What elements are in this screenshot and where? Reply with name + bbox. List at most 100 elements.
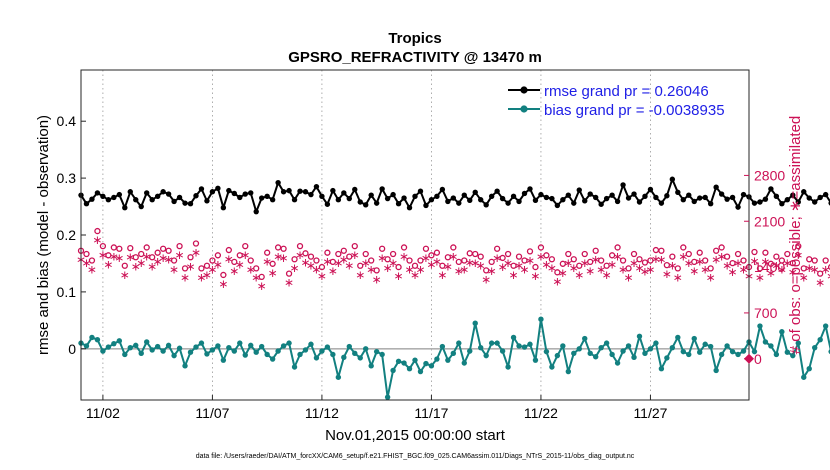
obs-possible-marker <box>570 256 577 263</box>
obs-assimilated-marker: ∗ <box>519 263 529 277</box>
y-tick-label-right: 700 <box>754 305 778 321</box>
rmse-point <box>724 196 730 202</box>
obs-possible-marker <box>598 257 605 264</box>
bias-point <box>434 356 440 362</box>
obs-possible-marker <box>83 250 90 258</box>
obs-possible-marker <box>143 244 150 251</box>
obs-possible-marker <box>99 242 107 250</box>
bias-point <box>286 340 292 346</box>
obs-assimilated-marker: ∗ <box>815 276 825 290</box>
obs-possible-marker <box>318 263 326 271</box>
bias-point <box>105 344 112 350</box>
rmse-point <box>138 203 144 210</box>
x-tick-label: 11/07 <box>195 405 229 421</box>
obs-possible-marker <box>658 247 665 254</box>
rmse-point <box>220 204 227 211</box>
obs-assimilated-marker: ∗ <box>207 263 217 277</box>
rmse-point <box>598 201 604 207</box>
bias-point <box>341 354 347 361</box>
obs-assimilated-marker: ∗ <box>383 261 393 275</box>
x-tick-label: 11/27 <box>633 405 667 421</box>
obs-assimilated-marker: ∗ <box>404 263 414 277</box>
obs-assimilated-marker: ∗ <box>311 263 321 277</box>
obs-possible-marker <box>368 257 375 264</box>
bias-point <box>445 357 451 363</box>
rmse-point <box>313 183 320 190</box>
rmse-point <box>560 197 566 203</box>
rmse-point <box>817 194 823 201</box>
obs-assimilated-marker: ∗ <box>651 252 661 266</box>
obs-possible-marker <box>247 257 254 264</box>
obs-possible-marker <box>411 262 419 269</box>
obs-possible-marker <box>209 257 216 264</box>
obs-assimilated-marker: ∗ <box>503 256 513 270</box>
bias-point <box>171 352 177 359</box>
obs-assimilated-marker: ∗ <box>153 255 163 269</box>
obs-possible-marker <box>537 244 545 251</box>
obs-possible-marker <box>811 257 818 264</box>
obs-possible-marker <box>335 250 342 258</box>
bias-point <box>762 339 769 345</box>
obs-assimilated-marker: ∗ <box>196 270 206 284</box>
bias-point <box>801 374 807 380</box>
rmse-point <box>237 194 243 201</box>
bias-point <box>335 374 342 380</box>
bias-point <box>423 360 429 367</box>
obs-assimilated-marker: ∗ <box>777 263 787 277</box>
obs-possible-marker <box>291 256 298 263</box>
obs-assimilated-marker: ∗ <box>421 251 431 265</box>
bias-point <box>428 363 435 369</box>
obs-assimilated-marker: ∗ <box>613 249 623 263</box>
obs-assimilated-marker: ∗ <box>317 269 327 283</box>
bias-point <box>636 333 643 339</box>
bias-point <box>510 334 517 341</box>
rmse-point <box>669 176 676 182</box>
obs-possible-marker <box>165 247 172 254</box>
obs-assimilated-marker: ∗ <box>574 268 584 282</box>
bias-point <box>144 339 150 345</box>
bias-point <box>461 360 467 366</box>
rmse-point <box>176 194 183 201</box>
obs-assimilated-marker: ∗ <box>284 276 294 290</box>
rmse-point <box>319 193 325 200</box>
bias-point <box>680 348 686 355</box>
bias-point <box>532 357 539 363</box>
bias-point <box>237 340 243 346</box>
obs-assimilated-marker: ∗ <box>377 251 387 265</box>
obs-assimilated-marker: ∗ <box>322 255 332 269</box>
obs-possible-marker <box>592 247 599 254</box>
obs-possible-marker <box>138 250 145 258</box>
rmse-point <box>614 198 621 205</box>
obs-assimilated-marker: ∗ <box>125 250 135 264</box>
bias-point <box>598 344 604 351</box>
bias-point <box>647 346 654 352</box>
obs-possible-marker <box>756 265 764 272</box>
obs-assimilated-marker: ∗ <box>109 249 119 263</box>
obs-assimilated-marker: ∗ <box>103 257 113 271</box>
legend-bias-label: bias grand pr = -0.0038935 <box>544 102 725 119</box>
rmse-point <box>609 192 615 198</box>
rmse-point <box>127 189 133 195</box>
rmse-point <box>603 195 610 202</box>
obs-possible-marker <box>576 262 583 269</box>
obs-assimilated-marker: ∗ <box>662 267 672 281</box>
obs-assimilated-marker: ∗ <box>147 259 157 273</box>
bias-point <box>198 340 205 346</box>
rmse-point <box>215 185 221 192</box>
obs-assimilated-marker: ∗ <box>530 269 540 283</box>
obs-assimilated-marker: ∗ <box>158 251 168 265</box>
obs-assimilated-marker: ∗ <box>142 249 152 263</box>
obs-possible-marker <box>740 257 747 264</box>
bias-point <box>83 343 90 349</box>
obs-possible-marker <box>559 260 566 267</box>
rmse-point <box>740 191 747 198</box>
obs-assimilated-marker: ∗ <box>634 261 644 275</box>
obs-possible-marker <box>778 257 786 264</box>
obs-assimilated-marker: ∗ <box>689 264 699 278</box>
rmse-point <box>549 195 555 202</box>
rmse-point <box>335 197 342 203</box>
x-tick-label: 11/22 <box>524 405 558 421</box>
rmse-point <box>653 194 659 201</box>
rmse-point <box>182 200 188 206</box>
rmse-point <box>527 186 533 192</box>
